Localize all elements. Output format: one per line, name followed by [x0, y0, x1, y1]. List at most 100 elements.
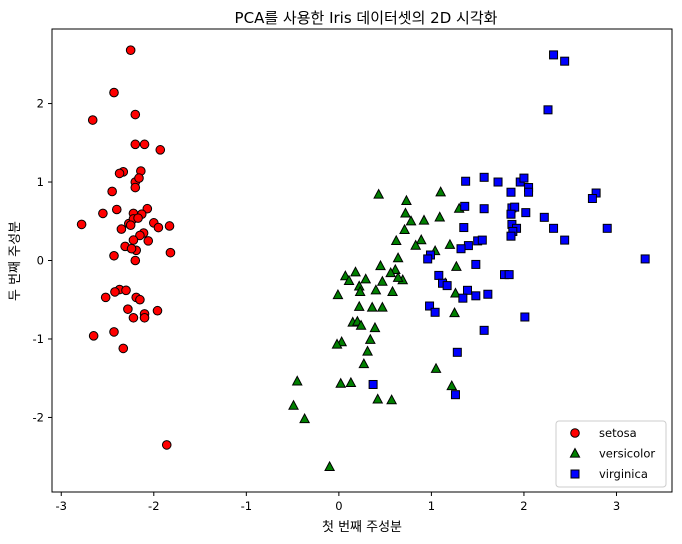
chart-title: PCA를 사용한 Iris 데이터셋의 2D 시각화	[235, 9, 498, 27]
virginica-point	[434, 270, 444, 280]
virginica-point	[450, 390, 460, 400]
y-axis: -2 -1 0 1 2	[33, 97, 52, 424]
virginica-point	[459, 223, 469, 233]
versicolor-point	[335, 377, 347, 388]
virginica-point	[461, 176, 471, 186]
setosa-point	[130, 255, 141, 266]
versicolor-point	[386, 394, 398, 405]
legend-label-virginica: virginica	[599, 467, 648, 481]
setosa-point	[87, 115, 98, 125]
setosa-point	[135, 294, 145, 305]
setosa-point	[125, 45, 136, 55]
plot-area	[51, 28, 673, 493]
virginica-point	[430, 307, 440, 317]
setosa-point	[121, 285, 131, 296]
y-tick-label: 1	[37, 175, 44, 189]
virginica-point	[539, 212, 549, 222]
versicolor-point	[350, 266, 361, 277]
setosa-point	[130, 139, 141, 150]
x-tick-label: 2	[520, 499, 527, 513]
versicolor-point	[299, 412, 311, 424]
virginica-point	[506, 231, 516, 241]
versicolor-point	[399, 223, 411, 234]
y-tick-label: 0	[37, 254, 44, 268]
setosa-point	[134, 173, 144, 183]
x-tick-label: -2	[148, 499, 159, 513]
x-tick-label: 3	[613, 499, 620, 513]
virginica-point	[477, 235, 487, 245]
setosa-point	[165, 247, 176, 258]
virginica-point	[483, 289, 493, 299]
legend-label-setosa: setosa	[599, 426, 637, 440]
setosa-point	[123, 304, 133, 314]
virginica-point	[524, 187, 534, 197]
setosa-point	[109, 87, 119, 98]
versicolor-point	[372, 393, 384, 404]
versicolor-point	[353, 300, 365, 311]
virginica-point	[549, 50, 559, 60]
virginica-point	[471, 291, 481, 301]
virginica-point	[521, 208, 531, 218]
virginica-point	[479, 325, 489, 335]
versicolor-point	[345, 376, 357, 388]
virginica-point	[506, 209, 516, 219]
setosa-point	[128, 235, 139, 245]
versicolor-point	[358, 358, 370, 369]
setosa-point	[126, 243, 137, 254]
versicolor-point	[418, 214, 430, 225]
virginica-point	[506, 187, 516, 197]
versicolor-point	[400, 207, 411, 218]
setosa-point	[155, 145, 166, 155]
x-tick-label: 0	[335, 499, 342, 513]
versicolor-point	[387, 285, 398, 296]
virginica-point	[368, 379, 378, 389]
setosa-point	[114, 168, 125, 179]
virginica-point	[458, 293, 468, 303]
virginica-point	[462, 285, 472, 295]
versicolor-point	[373, 188, 385, 199]
virginica-point	[423, 254, 433, 264]
setosa-point	[161, 440, 172, 450]
virginica-point	[504, 270, 514, 280]
virginica-point	[602, 223, 612, 233]
x-axis-label: 첫 번째 주성분	[322, 520, 402, 535]
setosa-point	[133, 213, 143, 223]
setosa-point	[130, 109, 141, 120]
setosa-point	[76, 219, 87, 230]
x-axis: -3 -2 -1 0 1 2 3	[56, 492, 620, 513]
versicolor-point	[376, 275, 388, 286]
virginica-point	[520, 312, 530, 322]
setosa-point	[130, 182, 141, 193]
legend-marker-versicolor	[569, 447, 581, 458]
versicolor-point	[400, 194, 412, 205]
series-versicolor	[288, 186, 465, 471]
versicolor-point	[343, 274, 355, 286]
y-axis-label: 두 번째 주성분	[8, 221, 23, 301]
virginica-point	[452, 347, 462, 357]
x-tick-label: -3	[56, 499, 67, 513]
setosa-point	[152, 305, 163, 316]
versicolor-point	[415, 234, 427, 245]
virginica-point	[479, 172, 489, 182]
versicolor-point	[390, 234, 402, 245]
versicolor-point	[450, 287, 461, 298]
legend-marker-virginica	[570, 469, 580, 479]
virginica-point	[442, 281, 452, 291]
versicolor-point	[362, 345, 373, 356]
versicolor-point	[435, 186, 447, 197]
virginica-point	[479, 204, 489, 214]
virginica-point	[549, 223, 559, 233]
y-tick-label: -1	[33, 332, 44, 346]
legend-label-versicolor: versicolor	[599, 447, 655, 461]
setosa-point	[128, 312, 139, 323]
versicolor-point	[430, 362, 442, 373]
versicolor-point	[450, 260, 462, 271]
setosa-point	[107, 186, 117, 197]
setosa-point	[110, 287, 120, 297]
data-points	[76, 45, 650, 471]
virginica-point	[560, 235, 570, 245]
versicolor-point	[375, 259, 386, 271]
setosa-point	[98, 208, 108, 219]
versicolor-point	[449, 307, 460, 318]
